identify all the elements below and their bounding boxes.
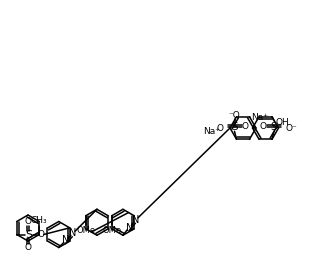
Text: CH₃: CH₃ (31, 216, 47, 225)
Text: N: N (132, 215, 140, 225)
Text: OMe: OMe (102, 226, 121, 235)
Text: ⁻O: ⁻O (229, 111, 240, 120)
Text: O: O (37, 230, 44, 239)
Text: OH: OH (275, 118, 289, 127)
Text: N: N (62, 235, 69, 245)
Text: S: S (25, 230, 32, 239)
Text: Na⁺: Na⁺ (252, 113, 268, 122)
Text: Na⁺: Na⁺ (203, 127, 220, 136)
Text: O: O (216, 124, 224, 133)
Text: S: S (231, 122, 238, 132)
Text: O: O (24, 243, 31, 252)
Text: N: N (69, 228, 77, 238)
Text: O: O (241, 122, 248, 131)
Text: N: N (126, 222, 133, 233)
Text: OMe: OMe (76, 226, 95, 235)
Text: O⁻: O⁻ (285, 124, 297, 133)
Text: O: O (259, 122, 266, 131)
Text: O: O (24, 217, 31, 226)
Text: S: S (271, 122, 277, 132)
